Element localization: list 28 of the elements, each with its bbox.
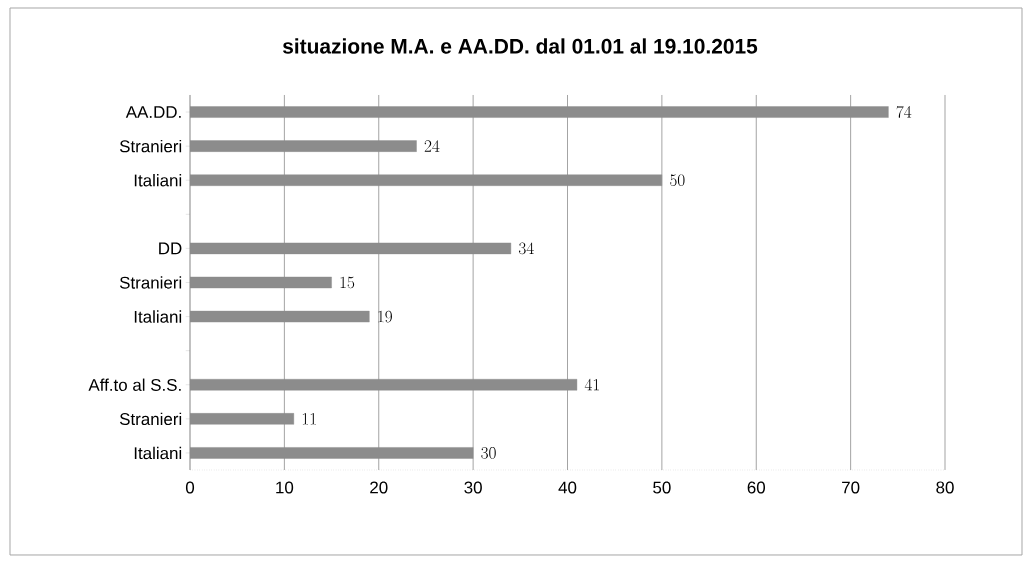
data-label: 19 xyxy=(378,310,392,323)
x-tick-label: 10 xyxy=(276,481,294,494)
data-label: 24 xyxy=(424,140,440,152)
data-label: 11 xyxy=(302,413,316,425)
data-label: 50 xyxy=(670,174,685,187)
x-tick-label: 80 xyxy=(936,481,954,494)
data-label: 34 xyxy=(518,242,534,255)
y-tick-label: Stranieri xyxy=(119,276,182,289)
y-tick-label: Aff.to al S.S. xyxy=(88,378,181,391)
x-tick-label: 70 xyxy=(842,481,860,494)
data-label: 30 xyxy=(481,447,496,459)
x-tick-label: 60 xyxy=(747,481,766,494)
x-tick-label: 50 xyxy=(653,481,671,494)
data-label: 15 xyxy=(340,276,355,289)
y-tick-label: Italiani xyxy=(134,174,182,187)
y-tick-label: Italiani xyxy=(134,446,182,460)
x-tick-label: 30 xyxy=(464,481,482,494)
y-tick-label: Stranieri xyxy=(119,139,182,153)
chart-title: situazione M.A. e AA.DD. dal 01.01 al 19.10.2015 xyxy=(282,38,758,54)
x-tick-label: 40 xyxy=(558,481,577,494)
y-tick-label: DD xyxy=(159,242,182,255)
y-tick-label: Italiani xyxy=(134,310,182,323)
x-tick-label: 0 xyxy=(185,481,195,494)
y-tick-label: AA.DD. xyxy=(125,106,181,118)
data-label: 74 xyxy=(896,105,912,118)
x-tick-label: 20 xyxy=(370,481,388,494)
y-tick-label: Stranieri xyxy=(119,412,182,426)
data-label: 41 xyxy=(584,378,599,391)
